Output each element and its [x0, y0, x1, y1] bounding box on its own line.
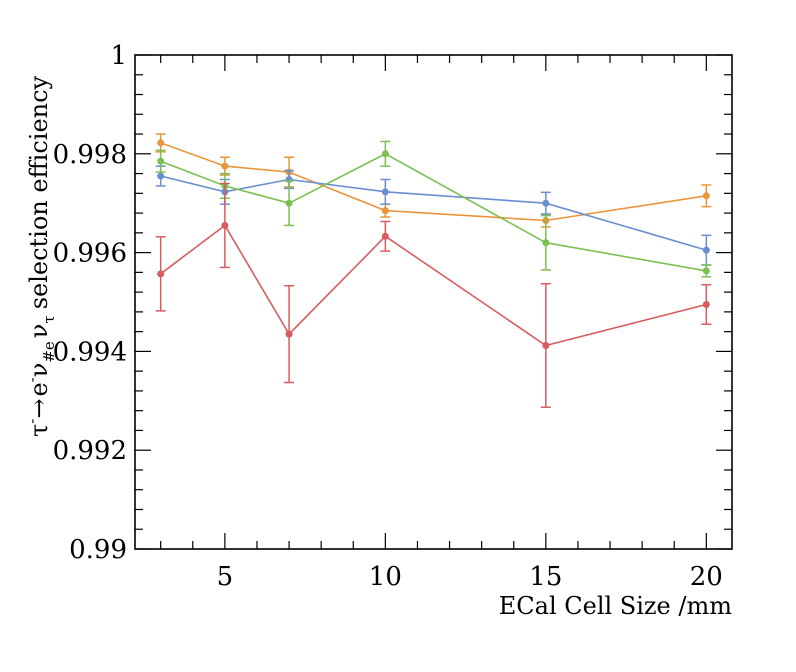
y-tick-label: 0.998 — [53, 140, 127, 170]
data-point — [157, 157, 165, 165]
y-axis-title: τ-→e-ν#eντselection efficiency — [23, 75, 58, 437]
series-layer — [155, 133, 712, 408]
y-title-nu-tau: ν — [25, 324, 53, 339]
series-line-orange — [160, 142, 707, 222]
data-point — [381, 232, 389, 240]
data-point — [381, 150, 389, 158]
y-title-nu-tau-sub: τ — [40, 315, 58, 323]
data-point — [157, 139, 165, 147]
x-tick-label: 10 — [369, 562, 402, 592]
data-point — [542, 239, 550, 247]
data-point — [157, 270, 165, 278]
series-line-green — [160, 152, 707, 272]
y-title-e: e — [25, 382, 53, 396]
data-point — [221, 221, 229, 229]
data-point — [542, 341, 550, 349]
y-title-nu-e-sub: #e — [40, 341, 58, 363]
data-point — [285, 330, 293, 338]
y-title-suffix: selection efficiency — [25, 75, 53, 309]
y-title-arrow: → — [25, 399, 53, 419]
x-tick-label: 5 — [217, 562, 234, 592]
data-point — [381, 188, 389, 196]
x-axis-title: ECal Cell Size /mm — [499, 592, 732, 620]
x-tick-label: 20 — [690, 562, 723, 592]
data-point — [157, 172, 165, 180]
data-point — [702, 246, 710, 254]
data-point — [702, 300, 710, 308]
series-green — [155, 140, 712, 278]
data-point — [221, 162, 229, 170]
x-tick-label: 15 — [529, 562, 562, 592]
data-point — [285, 199, 293, 207]
data-point — [381, 207, 389, 215]
y-tick-label: 0.99 — [69, 535, 127, 565]
plot-frame — [134, 54, 733, 550]
series-line-blue — [160, 175, 707, 251]
series-red — [155, 182, 712, 408]
y-title-nu-e: ν — [25, 363, 53, 378]
data-point — [542, 199, 550, 207]
data-point — [702, 192, 710, 200]
y-tick-label: 1 — [110, 41, 127, 71]
y-tick-label: 0.994 — [53, 337, 127, 367]
data-point — [702, 267, 710, 275]
y-tick-label: 0.996 — [53, 239, 127, 269]
y-title-tau-sup: - — [23, 419, 41, 424]
y-title-tau: τ — [25, 424, 53, 437]
y-title-e-sup: - — [23, 377, 41, 382]
y-tick-label: 0.992 — [53, 436, 127, 466]
series-line-red — [160, 224, 707, 347]
